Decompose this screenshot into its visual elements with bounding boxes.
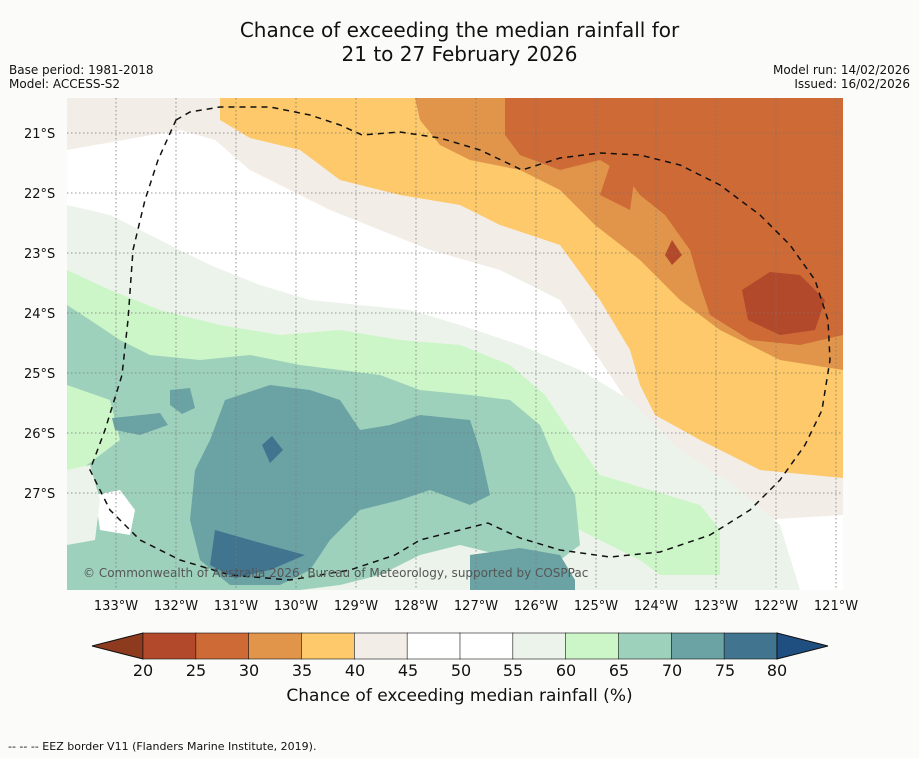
region-30-35-spot	[600, 165, 635, 210]
lon-label: 128°W	[394, 599, 438, 614]
colorbar-tick: 30	[239, 661, 259, 680]
eez-footnote: -- -- -- EEZ border V11 (Flanders Marine…	[8, 740, 317, 753]
colorbar-tick: 75	[715, 661, 735, 680]
colorbar-swatch	[618, 632, 673, 660]
colorbar-swatch	[142, 632, 197, 660]
lat-label: 22°S	[24, 187, 55, 202]
region-70-75	[190, 385, 490, 585]
colorbar-tick: 80	[767, 661, 787, 680]
lon-label: 131°W	[214, 599, 258, 614]
colorbar-swatch	[406, 632, 461, 660]
colorbar-tick: 45	[398, 661, 418, 680]
colorbar-swatch	[354, 632, 408, 660]
rainfall-map: © Commonwealth of Australia 2026, Bureau…	[24, 98, 858, 680]
lon-label: 125°W	[574, 599, 618, 614]
lon-label: 124°W	[634, 599, 678, 614]
lat-label: 25°S	[24, 367, 55, 382]
lon-label: 129°W	[334, 599, 378, 614]
meta-right: Model run: 14/02/2026 Issued: 16/02/2026	[773, 63, 910, 91]
colorbar-swatch	[512, 632, 567, 660]
lon-label: 126°W	[514, 599, 558, 614]
lat-label: 26°S	[24, 427, 55, 442]
colorbar-swatch	[565, 632, 620, 660]
colorbar-tick: 50	[451, 661, 471, 680]
colorbar-swatch	[670, 632, 725, 660]
title-line-1: Chance of exceeding the median rainfall …	[239, 18, 680, 42]
region-25-30-spot	[665, 240, 682, 265]
colorbar-ticks: 20 25 30 35 40 45 50 55 60 65 70 75 80	[133, 661, 787, 680]
colorbar-tick: 70	[662, 661, 682, 680]
issued-date: Issued: 16/02/2026	[794, 77, 910, 91]
eez-border	[89, 106, 831, 581]
colorbar-tick: 40	[345, 661, 365, 680]
lon-label: 133°W	[94, 599, 138, 614]
colorbar-tick: 20	[133, 661, 153, 680]
model-run: Model run: 14/02/2026	[772, 63, 910, 77]
map-title: Chance of exceeding the median rainfall …	[0, 18, 919, 66]
region-pale-pocket	[67, 465, 100, 545]
lon-label: 127°W	[454, 599, 498, 614]
lon-label: 123°W	[694, 599, 738, 614]
colorbar-swatch	[248, 632, 303, 660]
lon-label: 122°W	[754, 599, 798, 614]
lat-label: 24°S	[24, 307, 55, 322]
colorbar-swatch	[195, 632, 250, 660]
colorbar-tick: 65	[609, 661, 629, 680]
lat-label: 23°S	[24, 247, 55, 262]
region-75-80-spot	[262, 436, 283, 463]
lon-label: 130°W	[274, 599, 318, 614]
colorbar-tick: 60	[556, 661, 576, 680]
title-line-2: 21 to 27 February 2026	[341, 42, 578, 66]
lon-label: 121°W	[814, 599, 858, 614]
copyright-text: © Commonwealth of Australia 2026, Bureau…	[83, 566, 588, 580]
colorbar-label: Chance of exceeding median rainfall (%)	[286, 686, 633, 706]
colorbar-tick: 25	[186, 661, 206, 680]
lat-label: 21°S	[24, 127, 55, 142]
colorbar	[91, 632, 829, 660]
lat-label: 27°S	[24, 487, 55, 502]
region-25-30	[742, 272, 825, 335]
region-70-75-left	[112, 413, 168, 435]
colorbar-max-arrow	[776, 632, 829, 660]
region-70-75-bottom	[470, 548, 575, 590]
meta-left: Base period: 1981-2018 Model: ACCESS-S2	[9, 63, 154, 91]
colorbar-tick: 55	[503, 661, 523, 680]
lon-label: 132°W	[154, 599, 198, 614]
colorbar-tick: 35	[292, 661, 312, 680]
latitude-labels: 21°S 22°S 23°S 24°S 25°S 26°S 27°S	[24, 127, 55, 502]
longitude-labels: 133°W 132°W 131°W 130°W 129°W 128°W 127°…	[94, 599, 858, 614]
map-plot-area: © Commonwealth of Australia 2026, Bureau…	[67, 98, 843, 590]
model-name: Model: ACCESS-S2	[9, 77, 121, 91]
region-75-80	[210, 530, 305, 578]
colorbar-min-arrow	[91, 632, 144, 660]
graticule	[67, 98, 843, 590]
colorbar-swatch	[459, 632, 514, 660]
colorbar-swatch	[723, 632, 778, 660]
base-period: Base period: 1981-2018	[9, 63, 154, 77]
colorbar-swatch	[301, 632, 356, 660]
